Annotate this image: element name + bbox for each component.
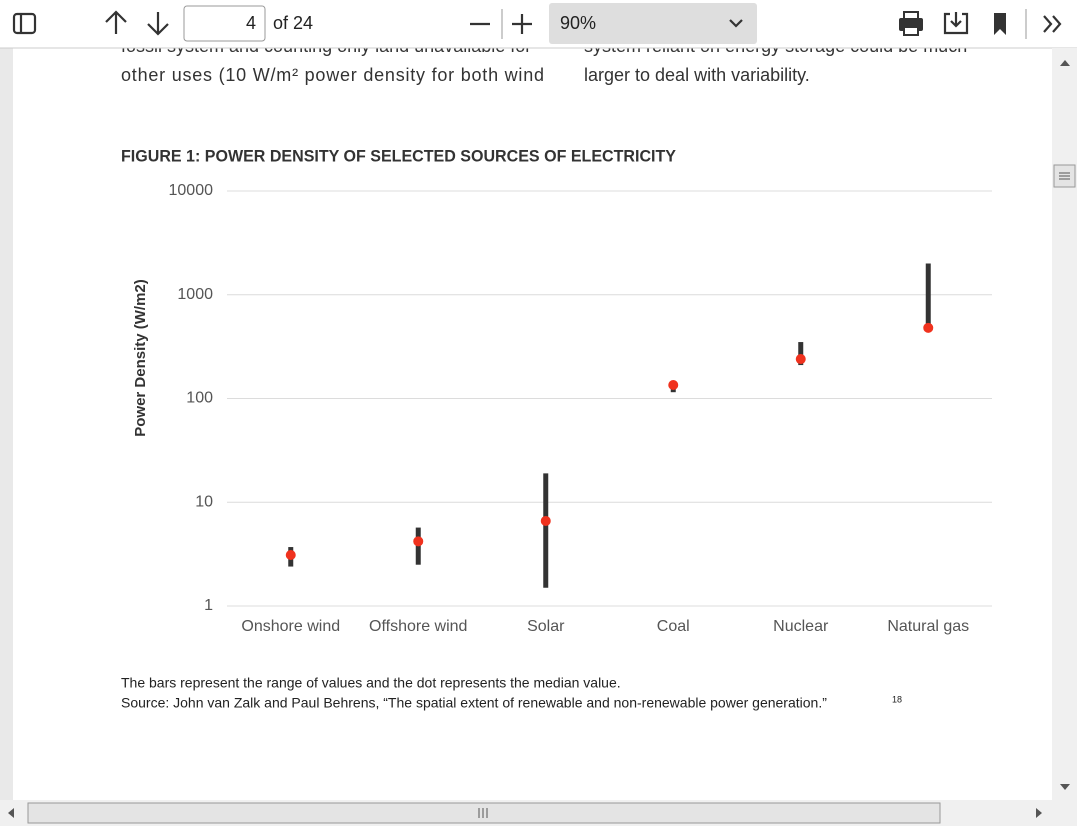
next-page-button[interactable] — [147, 12, 169, 36]
footnote-mark: 18 — [892, 694, 902, 704]
x-tick-label: Offshore wind — [369, 618, 467, 635]
y-tick-label: 1 — [204, 597, 213, 614]
pdf-page — [13, 48, 1052, 800]
page-count: of 24 — [273, 13, 313, 33]
vertical-scrollbar[interactable] — [1052, 48, 1077, 800]
page-number[interactable]: 4 — [246, 13, 256, 33]
zoom-value[interactable]: 90% — [560, 13, 596, 33]
plot-area: 1 10 100 1000 10000 Onshore wind Offshore wind… — [169, 182, 992, 635]
body-text-line: other uses (10 W/m² power density for bo… — [121, 65, 544, 85]
chart-title: FIGURE 1: POWER DENSITY OF SELECTED SOUR… — [121, 146, 677, 165]
x-tick-label: Solar — [527, 618, 565, 635]
y-tick-label: 10 — [195, 493, 213, 510]
caption-source: Source: John van Zalk and Paul Behrens, … — [121, 695, 827, 711]
scroll-right-arrow[interactable] — [1036, 808, 1042, 818]
caption-note: The bars represent the range of values a… — [121, 675, 621, 691]
median-dot — [668, 379, 679, 390]
median-dot — [413, 536, 424, 547]
thumb-grip — [478, 808, 488, 818]
x-tick-label: Natural gas — [887, 618, 969, 635]
scroll-up-arrow[interactable] — [1060, 60, 1070, 66]
print-button[interactable] — [899, 11, 923, 36]
median-dot — [285, 550, 296, 561]
bookmark-button[interactable] — [994, 13, 1006, 35]
x-tick-label: Nuclear — [773, 618, 829, 635]
x-tick-label: Onshore wind — [241, 618, 340, 635]
thumb-grip — [1059, 172, 1070, 180]
previous-page-button[interactable] — [105, 10, 127, 34]
median-dot — [540, 515, 551, 526]
body-text-line: larger to deal with variability. — [584, 65, 810, 85]
page-number-input[interactable] — [183, 5, 266, 42]
median-dot — [923, 322, 934, 333]
sidebar-toggle[interactable] — [12, 12, 37, 35]
scroll-down-arrow[interactable] — [1060, 784, 1070, 790]
more-tools-button[interactable] — [1043, 15, 1062, 33]
zoom-select[interactable] — [549, 3, 757, 44]
dropdown-chevron — [729, 19, 743, 28]
y-tick-label: 1000 — [177, 286, 213, 303]
y-axis-label: Power Density (W/m2) — [132, 279, 149, 437]
y-tick-label: 100 — [186, 390, 213, 407]
download-button[interactable] — [943, 12, 969, 35]
median-dot — [795, 354, 806, 365]
x-tick-label: Coal — [657, 618, 690, 635]
zoom-in-button[interactable] — [512, 14, 532, 34]
scroll-left-arrow[interactable] — [8, 808, 14, 818]
toolbar — [0, 0, 1077, 48]
horizontal-scroll-thumb[interactable] — [27, 802, 941, 824]
y-tick-label: 10000 — [169, 182, 214, 199]
